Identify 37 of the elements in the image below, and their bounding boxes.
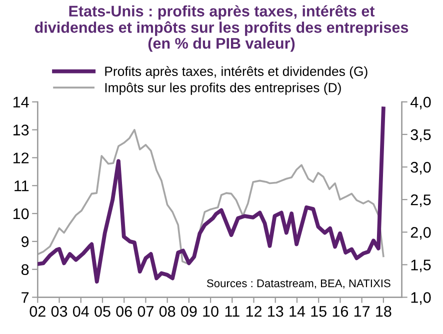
y-tick-label: 10 xyxy=(13,208,29,220)
x-tick-label: 06 xyxy=(116,306,132,317)
y-tick-label: 12 xyxy=(13,152,29,164)
y2-tick-label: 3,0 xyxy=(410,162,431,174)
y-tick-label: 13 xyxy=(13,124,29,136)
x-tick-label: 16 xyxy=(332,306,348,317)
x-tick-label: 08 xyxy=(159,306,176,317)
y2-tick-label: 3,5 xyxy=(410,129,431,142)
annotation: Sources : Datastream, BEA, NATIXIS xyxy=(206,279,390,289)
x-tick-label: 02 xyxy=(30,306,46,317)
x-tick-label: 07 xyxy=(138,306,154,317)
legend-label: Profits après taxes, intérêts et dividendes (G) xyxy=(105,66,368,79)
x-tick-label: 09 xyxy=(181,306,197,317)
x-tick-label: 10 xyxy=(203,306,218,317)
y2-tick-label: 1,0 xyxy=(411,292,431,305)
x-tick-label: 18 xyxy=(376,306,392,317)
y2-tick-label: 1,5 xyxy=(411,260,431,272)
legend-label: Impôts sur les profits des entreprises (D) xyxy=(105,82,341,95)
y-tick-label: 9 xyxy=(22,236,29,248)
y-tick-label: 11 xyxy=(14,180,29,192)
x-tick-label: 04 xyxy=(72,306,89,317)
y2-tick-label: 2,0 xyxy=(410,227,431,240)
y2-tick-label: 2,5 xyxy=(410,194,431,208)
y-tick-label: 7 xyxy=(22,292,29,303)
x-tick-label: 14 xyxy=(290,306,306,317)
x-tick-label: 15 xyxy=(311,306,326,317)
y-tick-label: 8 xyxy=(21,264,29,276)
y-tick-label: 14 xyxy=(13,96,29,108)
chart-title: Etats-Unis : profits après taxes, intérêts et dividendes et impôts sur les profits des entreprises (en % du PIB valeur) xyxy=(34,5,408,52)
x-tick-label: 11 xyxy=(225,306,240,317)
x-tick-label: 05 xyxy=(94,306,110,317)
line-series xyxy=(38,128,384,265)
y2-tick-label: 4,0 xyxy=(410,96,431,110)
x-tick-label: 03 xyxy=(51,306,68,317)
x-tick-label: 17 xyxy=(354,306,370,317)
x-tick-label: 13 xyxy=(268,306,284,317)
x-tick-label: 12 xyxy=(246,306,262,317)
